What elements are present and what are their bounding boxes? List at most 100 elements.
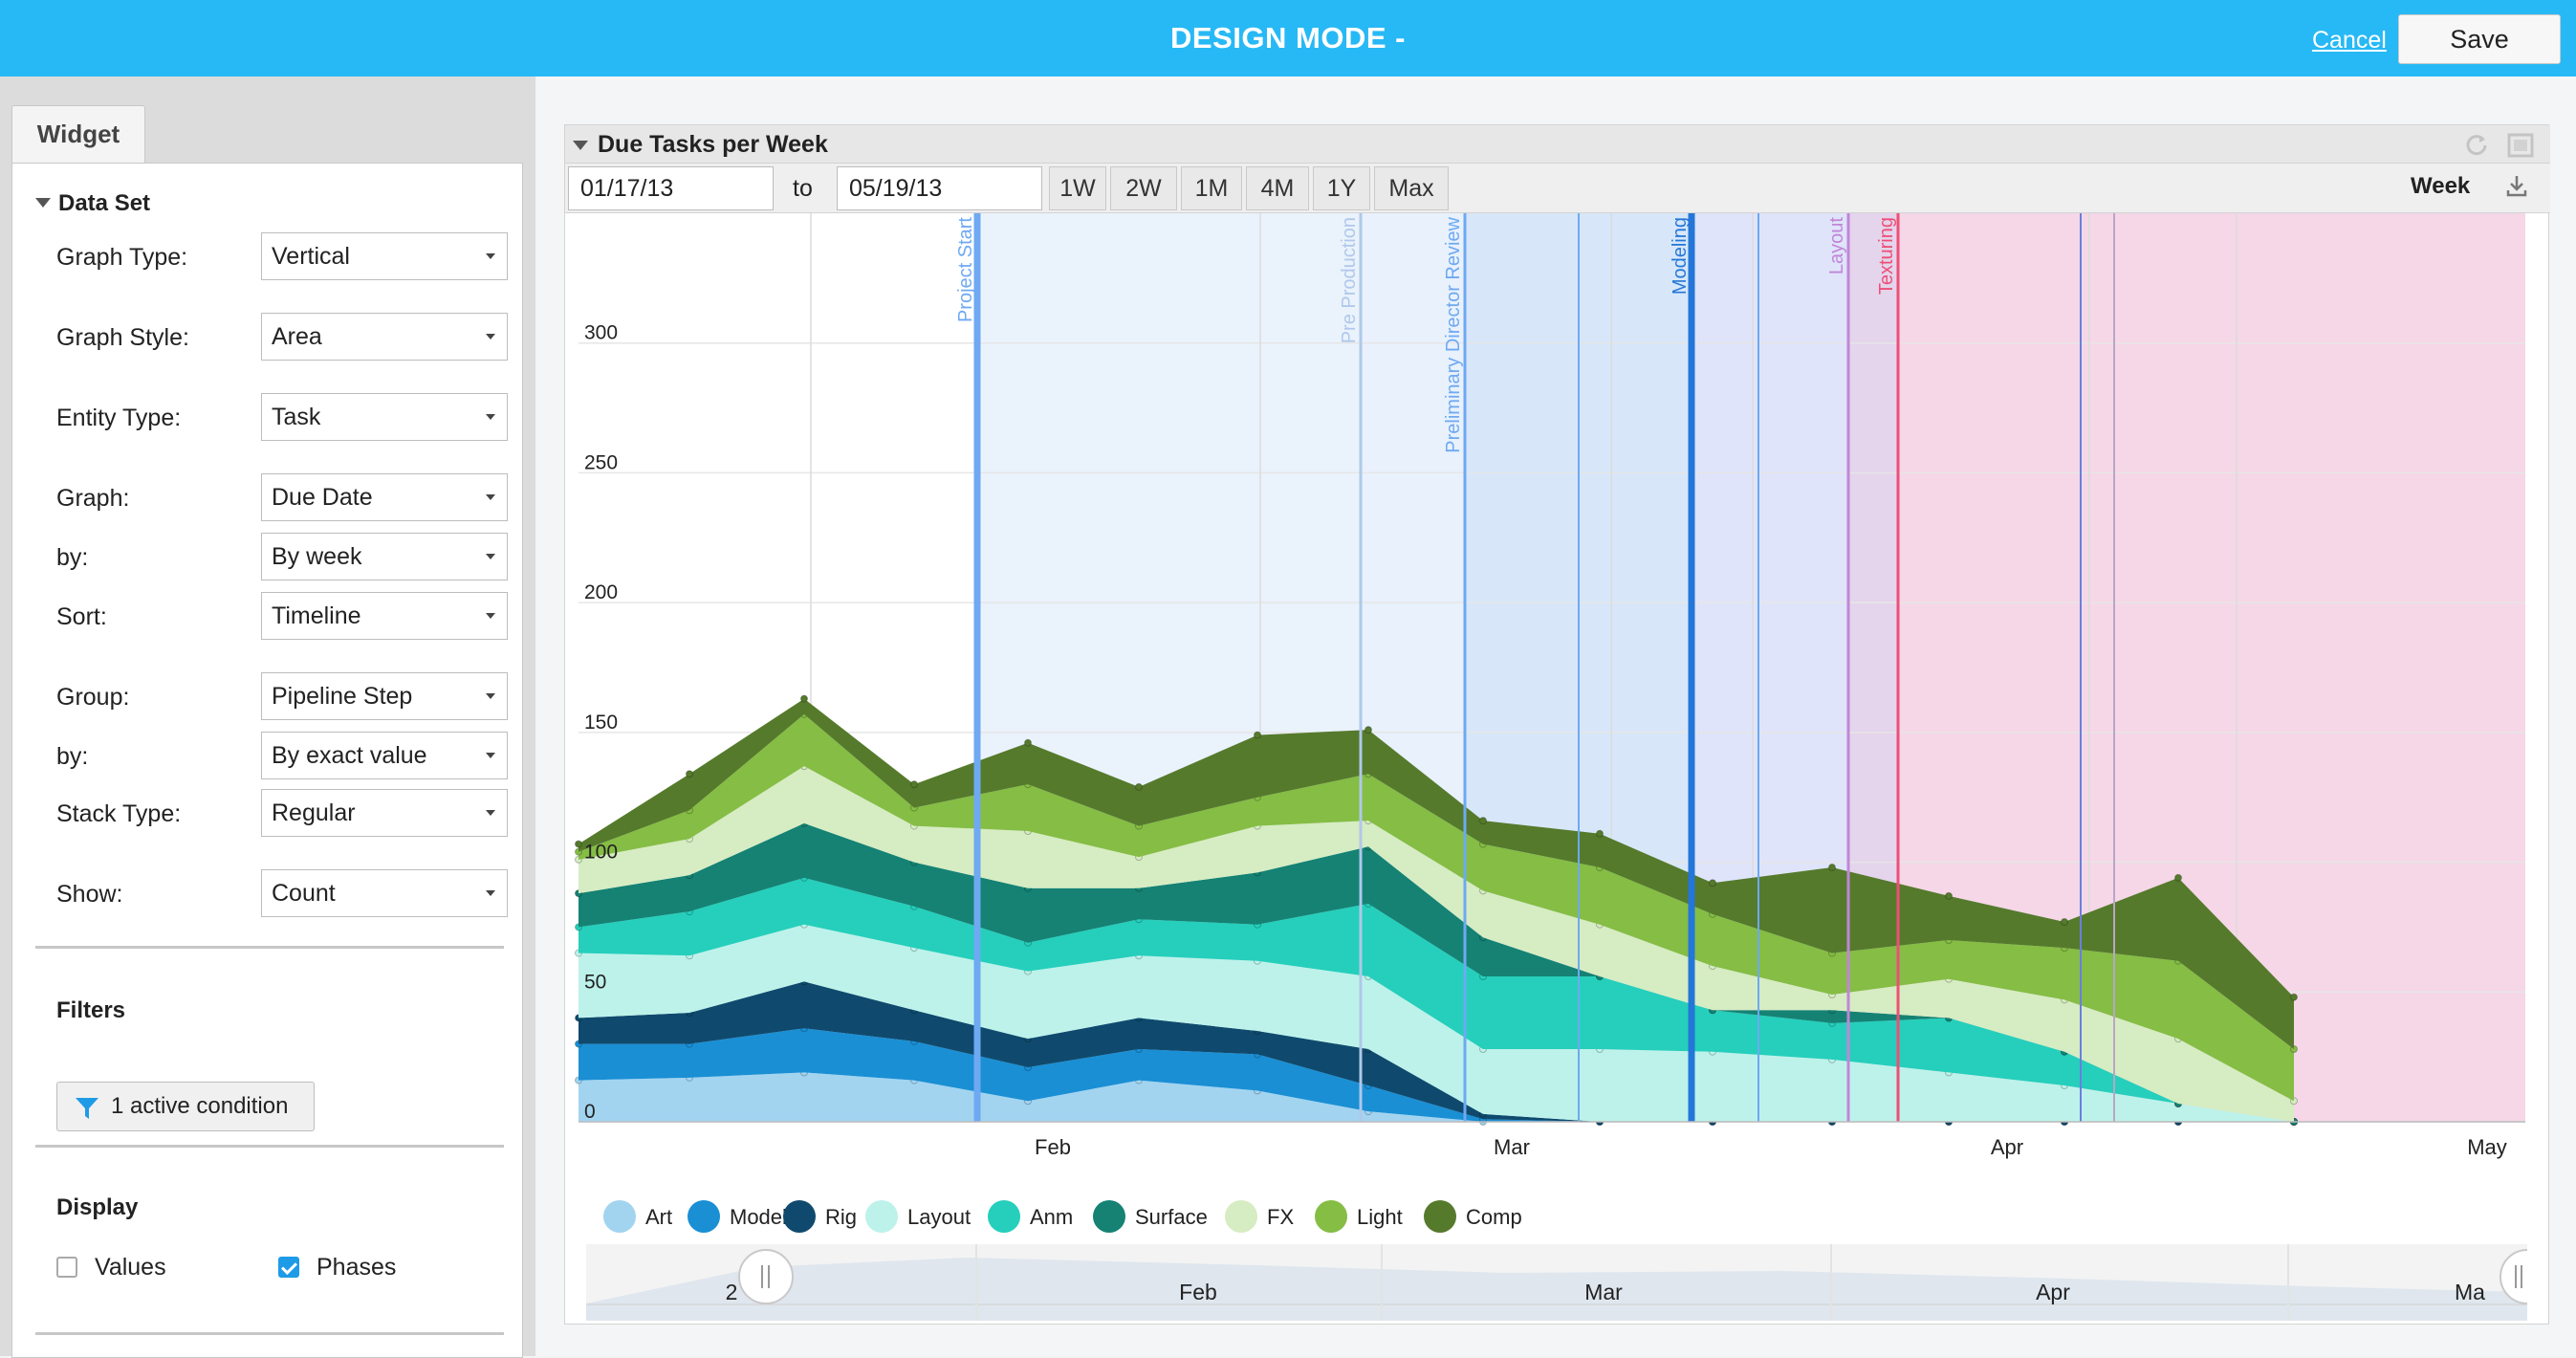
- legend-label: FX: [1267, 1205, 1295, 1229]
- entity-type-select[interactable]: Task: [261, 393, 508, 441]
- data-point: [1479, 817, 1487, 825]
- group-select[interactable]: Pipeline Step: [261, 672, 508, 720]
- legend-swatch: [688, 1200, 720, 1233]
- collapse-triangle-icon: [35, 198, 51, 208]
- x-tick-label: Feb: [1035, 1135, 1071, 1159]
- select-value: Due Date: [272, 484, 373, 511]
- legend-label: Light: [1357, 1205, 1403, 1229]
- navigator-label: Feb: [1179, 1280, 1217, 1304]
- range-4m-button[interactable]: 4M: [1246, 166, 1309, 210]
- stack-type-select[interactable]: Regular: [261, 789, 508, 837]
- legend-label: Surface: [1135, 1205, 1208, 1229]
- show-row: Show: Count: [56, 869, 515, 917]
- caret-down-icon: [486, 693, 495, 699]
- date-to-input[interactable]: 05/19/13: [837, 166, 1042, 210]
- legend-swatch: [1424, 1200, 1456, 1233]
- caret-down-icon: [486, 414, 495, 420]
- graph-by-select[interactable]: By week: [261, 533, 508, 580]
- show-select[interactable]: Count: [261, 869, 508, 917]
- range-max-button[interactable]: Max: [1374, 166, 1449, 210]
- field-label: by:: [56, 544, 89, 571]
- y-tick-label: 150: [584, 712, 618, 734]
- save-button[interactable]: Save: [2398, 14, 2561, 64]
- graph-style-select[interactable]: Area: [261, 313, 508, 361]
- graph-type-select[interactable]: Vertical: [261, 232, 508, 280]
- legend-label: Art: [645, 1205, 673, 1229]
- axes: 0 50 100 150 200 250 300 Feb Mar Apr May: [579, 322, 2525, 1159]
- phase-markers: Project Start Pre Production Preliminary D…: [955, 213, 2115, 1122]
- legend-swatch: [1315, 1200, 1347, 1233]
- phase-label: Modeling: [1670, 217, 1691, 295]
- tab-widget[interactable]: Widget: [11, 105, 145, 163]
- date-from-input[interactable]: 01/17/13: [568, 166, 774, 210]
- range-1w-button[interactable]: 1W: [1049, 166, 1106, 210]
- navigator-handle-left[interactable]: [738, 1249, 794, 1304]
- group-by-row: by: By exact value: [56, 732, 515, 779]
- settings-sidebar: Widget Data Set Graph Type: Vertical Gra…: [0, 77, 535, 1358]
- cancel-link[interactable]: Cancel: [2312, 27, 2387, 54]
- area-rig: [579, 981, 2294, 1122]
- data-point: [1254, 731, 1261, 739]
- section-divider: [35, 1145, 504, 1148]
- range-navigator[interactable]: 2 Feb Mar Apr Ma: [586, 1244, 2555, 1321]
- select-value: Vertical: [272, 243, 350, 270]
- range-2w-button[interactable]: 2W: [1110, 166, 1177, 210]
- select-value: Task: [272, 404, 321, 430]
- legend-swatch: [865, 1200, 898, 1233]
- maximize-icon[interactable]: [2506, 132, 2535, 159]
- sort-row: Sort: Timeline: [56, 592, 515, 640]
- data-point: [575, 840, 582, 848]
- field-label: Show:: [56, 881, 123, 908]
- data-point: [800, 694, 808, 703]
- navigator-label: Apr: [2036, 1280, 2070, 1304]
- select-value: Area: [272, 323, 322, 350]
- select-value: Timeline: [272, 602, 361, 629]
- data-point: [1828, 864, 1836, 871]
- data-point: [1945, 891, 1953, 900]
- field-label: Graph Type:: [56, 244, 188, 271]
- group-by-select[interactable]: By exact value: [261, 732, 508, 779]
- phase-label: Project Start: [955, 217, 976, 322]
- range-1y-button[interactable]: 1Y: [1313, 166, 1370, 210]
- y-tick-label: 300: [584, 322, 618, 344]
- field-label: Stack Type:: [56, 800, 182, 827]
- data-point: [910, 780, 918, 789]
- active-condition-button[interactable]: 1 active condition: [56, 1082, 315, 1131]
- download-icon[interactable]: [2504, 173, 2529, 198]
- entity-type-row: Entity Type: Task: [56, 393, 515, 441]
- data-point: [1024, 738, 1032, 747]
- dataset-section-header[interactable]: Data Set: [35, 190, 150, 217]
- phase-label: Texturing: [1876, 217, 1897, 295]
- range-1m-button[interactable]: 1M: [1181, 166, 1242, 210]
- legend-swatch: [1225, 1200, 1257, 1233]
- phase-label: Preliminary Director Review: [1443, 216, 1464, 452]
- stack-type-row: Stack Type: Regular: [56, 789, 515, 837]
- legend-label: Layout: [907, 1205, 971, 1229]
- widget-header: Due Tasks per Week: [565, 125, 2550, 164]
- stacked-areas: [575, 694, 2298, 1126]
- field-label: Sort:: [56, 603, 107, 630]
- caret-down-icon: [486, 810, 495, 816]
- collapse-triangle-icon[interactable]: [573, 141, 588, 150]
- interval-label[interactable]: Week: [2411, 173, 2471, 199]
- caret-down-icon: [486, 494, 495, 500]
- group-row: Group: Pipeline Step: [56, 672, 515, 720]
- graph-field-select[interactable]: Due Date: [261, 473, 508, 521]
- y-tick-label: 0: [584, 1101, 596, 1123]
- section-divider: [35, 1332, 504, 1335]
- values-checkbox[interactable]: [56, 1257, 77, 1278]
- x-tick-label: Mar: [1494, 1135, 1530, 1159]
- select-value: By exact value: [272, 742, 427, 769]
- area-anm: [579, 877, 2294, 1122]
- legend-label: Model: [730, 1205, 787, 1229]
- phases-checkbox[interactable]: [278, 1257, 299, 1278]
- field-label: Graph Style:: [56, 324, 189, 351]
- graph-by-row: by: By week: [56, 533, 515, 580]
- refresh-icon[interactable]: [2464, 132, 2489, 157]
- data-point: [1709, 879, 1716, 887]
- sort-select[interactable]: Timeline: [261, 592, 508, 640]
- data-point: [686, 770, 693, 778]
- data-point: [1364, 726, 1372, 734]
- values-label: Values: [95, 1254, 166, 1281]
- caret-down-icon: [486, 334, 495, 340]
